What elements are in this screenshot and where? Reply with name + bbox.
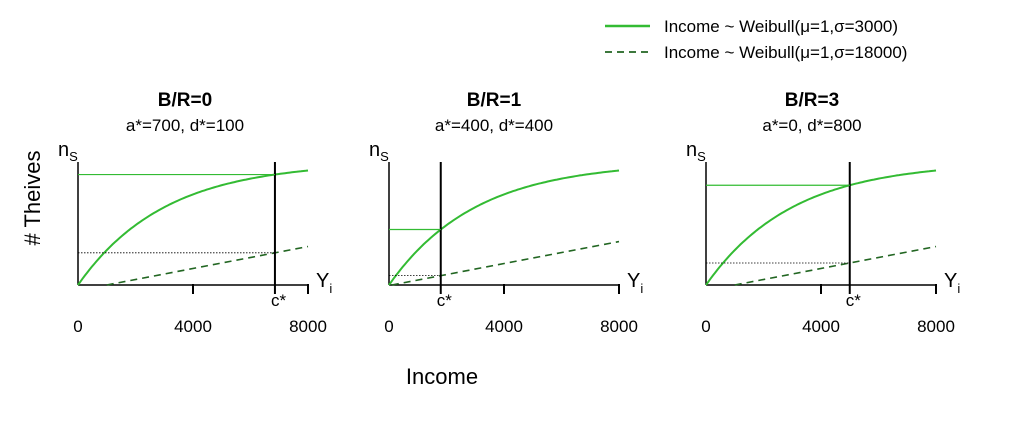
x-tick-label: 0 <box>73 317 82 336</box>
panel-subtitle: a*=400, d*=400 <box>435 116 553 135</box>
x-axis-symbol: Yi <box>627 270 643 296</box>
legend: Income ~ Weibull(μ=1,σ=3000) Income ~ We… <box>605 17 907 62</box>
series-line-dashed <box>391 240 620 286</box>
y-axis-label: # Theives <box>20 151 45 246</box>
panel-subtitle: a*=700, d*=100 <box>126 116 244 135</box>
y-axis-symbol: nS <box>369 139 389 164</box>
panel-title: B/R=3 <box>785 90 839 111</box>
x-tick-label: 4000 <box>485 317 523 336</box>
cutoff-label: c* <box>437 291 453 310</box>
cutoff-label: c* <box>846 291 862 310</box>
x-axis-symbol: Yi <box>316 270 332 296</box>
x-tick-label: 4000 <box>802 317 840 336</box>
y-axis-symbol-sub: S <box>69 149 78 164</box>
panel-br-3: B/R=3 a*=0, d*=800 nS Yi 0 4000 8000 c* <box>686 90 960 336</box>
y-axis-symbol-sub: S <box>697 149 706 164</box>
series-line-dashed <box>734 245 937 286</box>
panel-br-1: B/R=1 a*=400, d*=400 nS Yi 0 4000 8000 c* <box>369 90 643 336</box>
legend-label-dashed: Income ~ Weibull(μ=1,σ=18000) <box>664 43 907 62</box>
x-axis-label: Income <box>406 364 478 389</box>
panel-title: B/R=1 <box>467 90 522 111</box>
y-axis-symbol-sub: S <box>380 149 389 164</box>
cutoff-label: c* <box>271 291 287 310</box>
x-axis-symbol-sub: i <box>640 281 643 296</box>
legend-label-solid: Income ~ Weibull(μ=1,σ=3000) <box>664 17 898 36</box>
y-axis-symbol: nS <box>58 139 78 164</box>
panel-title: B/R=0 <box>158 90 212 111</box>
series-line-solid <box>388 169 620 286</box>
x-tick-label: 4000 <box>174 317 212 336</box>
x-axis-symbol-sub: i <box>957 281 960 296</box>
x-tick-label: 8000 <box>600 317 638 336</box>
x-tick-label: 8000 <box>917 317 955 336</box>
x-axis-symbol-sub: i <box>329 281 332 296</box>
x-axis-symbol: Yi <box>944 270 960 296</box>
panel-subtitle: a*=0, d*=800 <box>762 116 861 135</box>
x-tick-label: 8000 <box>289 317 327 336</box>
y-axis-symbol: nS <box>686 139 706 164</box>
x-tick-label: 0 <box>384 317 393 336</box>
series-line-solid <box>705 169 937 286</box>
series-line-solid <box>77 169 309 286</box>
series-line-dashed <box>106 245 309 286</box>
x-tick-label: 0 <box>701 317 710 336</box>
